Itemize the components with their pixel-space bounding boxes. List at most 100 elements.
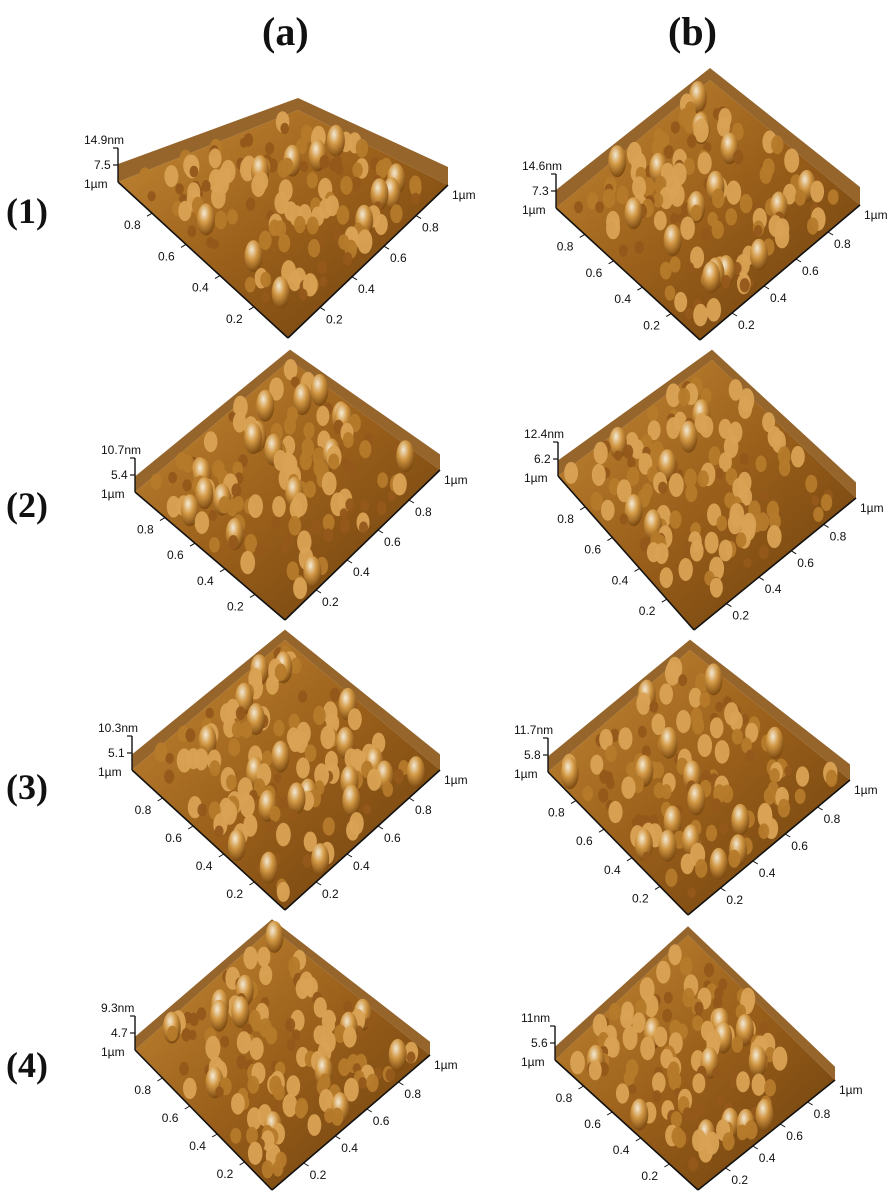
surface-grain: [731, 728, 743, 745]
surface-grain: [270, 1060, 280, 1072]
surface-grain: [764, 1046, 776, 1063]
surface-grain: [322, 513, 335, 532]
surface-grain: [328, 453, 340, 470]
surface-grain: [674, 804, 683, 816]
surface-grain: [632, 194, 648, 217]
surface-grain: [299, 451, 312, 471]
surface-grain: [255, 543, 265, 557]
surface-grain: [667, 413, 676, 424]
surface-grain: [183, 154, 198, 177]
surface-grain: [717, 255, 736, 288]
surface-grain: [170, 1010, 186, 1035]
surface-grain: [345, 498, 355, 512]
surface-grain: [698, 149, 710, 165]
surface-grain: [671, 1126, 684, 1146]
surface-grain: [325, 728, 338, 748]
x-tick: [607, 537, 613, 542]
surface-grain: [340, 176, 353, 195]
surface-grain: [238, 1094, 250, 1111]
surface-grain: [232, 411, 247, 433]
surface-grain: [724, 185, 734, 196]
surface-grain: [236, 1054, 247, 1070]
surface-grain: [237, 777, 253, 802]
surface-grain: [627, 141, 642, 166]
surface-grain: [255, 1002, 269, 1025]
surface-grain: [718, 108, 732, 129]
y-tick-label: 0.6: [373, 1114, 390, 1128]
surface-grain: [259, 964, 273, 986]
surface-grain: [382, 1066, 394, 1082]
surface-grain: [664, 661, 681, 686]
surface-grain: [676, 709, 691, 734]
surface-grain: [236, 1031, 252, 1054]
surface-rim: [118, 98, 448, 185]
surface-grain: [256, 763, 272, 787]
surface-grain: [693, 303, 708, 327]
x-tick: [637, 286, 643, 291]
surface-grain: [227, 209, 238, 225]
surface-grain: [303, 206, 312, 218]
surface-grain: [729, 1075, 739, 1088]
surface-grain: [790, 174, 803, 194]
surface-grain: [697, 734, 713, 757]
x-tick: [665, 313, 672, 318]
surface-grain: [248, 494, 263, 518]
surface-grain: [291, 1029, 301, 1041]
surface-grain: [258, 157, 271, 175]
surface-grain: [750, 514, 763, 533]
surface-grain: [681, 381, 693, 396]
surface-grain: [724, 492, 736, 509]
surface-grain: [710, 1008, 725, 1031]
surface-grain: [347, 708, 362, 731]
surface-grain: [226, 774, 237, 791]
surface-grain: [272, 1160, 284, 1177]
surface-grain: [166, 495, 181, 518]
surface-grain: [278, 234, 291, 253]
surface-grain: [343, 1026, 357, 1048]
surface-grain: [305, 527, 314, 538]
y-tick: [726, 603, 732, 608]
surface-grain: [707, 769, 719, 785]
y-tick: [377, 825, 384, 830]
surface-grain: [253, 778, 266, 797]
surface-grain: [677, 1023, 688, 1040]
surface-grain: [727, 512, 742, 535]
surface-grain: [281, 157, 294, 176]
surface-grain: [728, 849, 741, 868]
y-axis-line: [271, 1054, 431, 1191]
surface-grain: [707, 503, 722, 526]
surface-grain: [269, 805, 281, 822]
surface-grain: [355, 204, 374, 237]
surface-grain: [690, 1050, 705, 1072]
surface-base: [548, 650, 850, 915]
x-tick-label: 0.2: [226, 312, 243, 326]
surface-grain: [758, 1053, 768, 1066]
surface-grain: [248, 675, 263, 700]
surface-grain: [676, 757, 688, 775]
x-tick: [214, 275, 221, 280]
surface-grain: [725, 263, 735, 277]
surface-grain: [692, 1129, 707, 1152]
z-mid-label: 5.8: [524, 748, 541, 762]
x-tick-label: 0.4: [196, 859, 213, 873]
surface-grain: [656, 504, 671, 529]
surface-grain: [745, 749, 755, 763]
surface-grain: [712, 108, 722, 120]
surface-grain: [317, 462, 329, 480]
surface-grain: [750, 1034, 763, 1052]
surface-grain: [273, 1100, 283, 1112]
surface-grain: [564, 461, 579, 484]
corner-label: 1µm: [524, 471, 548, 485]
surface-grain: [652, 1090, 662, 1103]
y-tick-label: 0.8: [404, 1087, 421, 1101]
surface-grain: [659, 726, 678, 759]
surface-grain: [823, 761, 838, 785]
surface-grain: [228, 771, 237, 782]
surface-grain: [266, 675, 279, 695]
surface-grain: [712, 256, 728, 280]
surface-grain: [670, 121, 681, 134]
surface-grain: [655, 532, 666, 547]
x-tick-label: 0.2: [641, 1169, 658, 1183]
surface-grain: [390, 204, 403, 224]
surface-grain: [640, 434, 653, 453]
